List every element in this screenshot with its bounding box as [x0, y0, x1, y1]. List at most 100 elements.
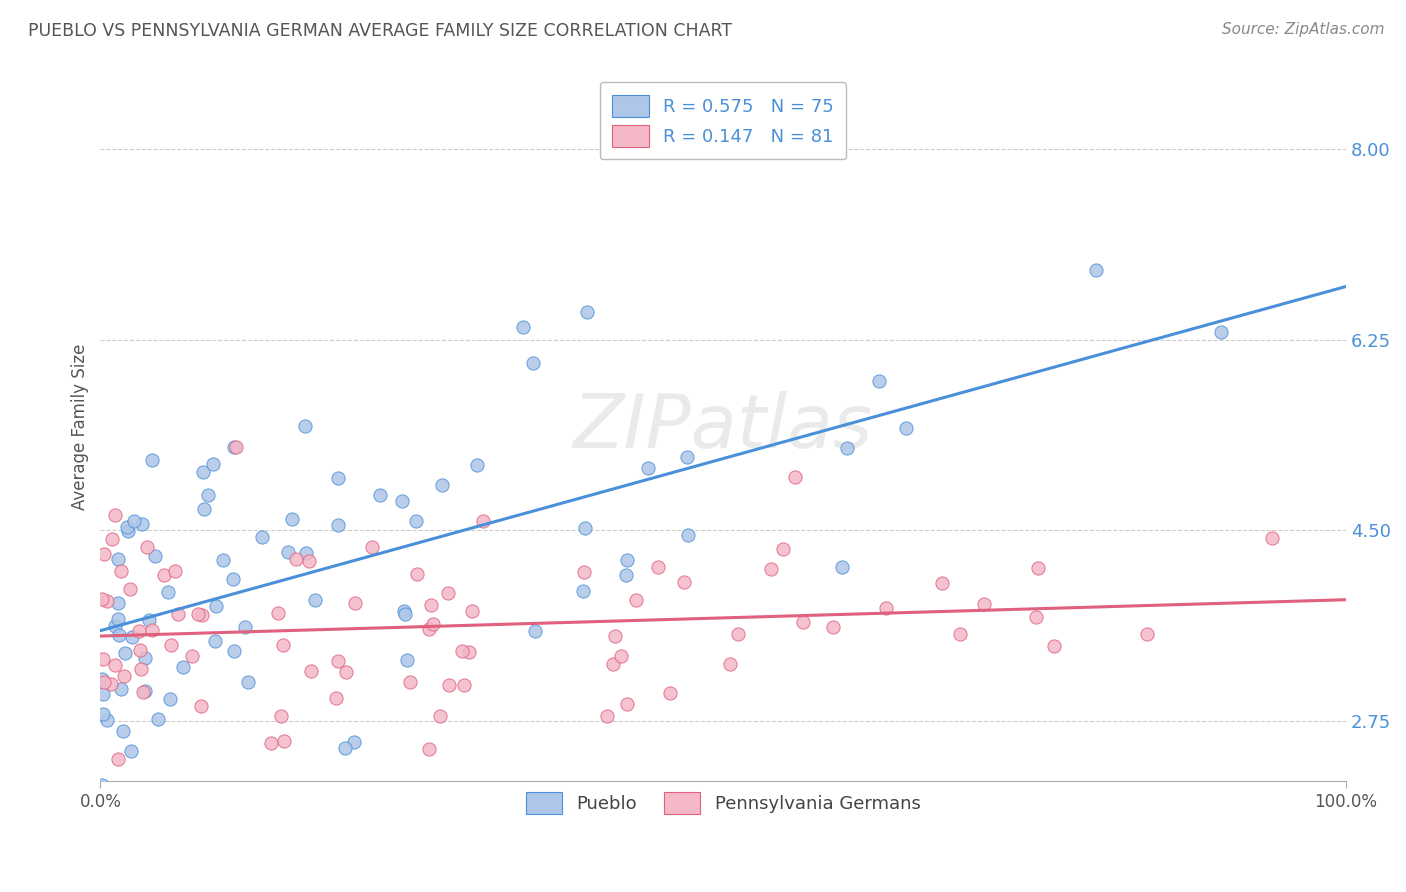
Point	[572, 584, 595, 599]
Point	[835, 442, 858, 456]
Point	[110, 564, 132, 578]
Point	[201, 457, 224, 471]
Point	[121, 630, 143, 644]
Point	[422, 617, 444, 632]
Legend: Pueblo, Pennsylvania Germans: Pueblo, Pennsylvania Germans	[515, 781, 931, 825]
Point	[134, 651, 156, 665]
Point	[420, 598, 443, 612]
Point	[574, 521, 596, 535]
Point	[328, 654, 350, 668]
Point	[328, 518, 350, 533]
Point	[117, 524, 139, 538]
Point	[236, 675, 259, 690]
Point	[718, 657, 741, 671]
Point	[465, 458, 488, 473]
Point	[101, 532, 124, 546]
Point	[163, 564, 186, 578]
Point	[110, 682, 132, 697]
Point	[1025, 610, 1047, 624]
Point	[132, 685, 155, 699]
Point	[128, 624, 150, 638]
Point	[595, 708, 617, 723]
Point	[225, 440, 247, 454]
Point	[107, 552, 129, 566]
Point	[172, 660, 194, 674]
Point	[233, 620, 256, 634]
Point	[304, 593, 326, 607]
Point	[93, 675, 115, 690]
Point	[875, 601, 897, 615]
Point	[224, 644, 246, 658]
Point	[298, 554, 321, 568]
Point	[90, 672, 112, 686]
Point	[675, 450, 697, 464]
Point	[370, 488, 392, 502]
Point	[772, 542, 794, 557]
Text: PUEBLO VS PENNSYLVANIA GERMAN AVERAGE FAMILY SIZE CORRELATION CHART: PUEBLO VS PENNSYLVANIA GERMAN AVERAGE FA…	[28, 22, 733, 40]
Point	[783, 470, 806, 484]
Point	[432, 478, 454, 492]
Point	[115, 520, 138, 534]
Point	[96, 713, 118, 727]
Point	[294, 546, 316, 560]
Point	[112, 669, 135, 683]
Point	[294, 418, 316, 433]
Point	[91, 687, 114, 701]
Y-axis label: Average Family Size: Average Family Size	[72, 343, 89, 510]
Point	[394, 607, 416, 621]
Point	[159, 691, 181, 706]
Point	[124, 514, 146, 528]
Point	[270, 708, 292, 723]
Point	[831, 560, 853, 574]
Point	[395, 653, 418, 667]
Point	[136, 541, 159, 555]
Point	[949, 626, 972, 640]
Point	[157, 585, 180, 599]
Point	[326, 471, 349, 485]
Point	[973, 598, 995, 612]
Point	[190, 699, 212, 714]
Point	[1026, 561, 1049, 575]
Point	[610, 648, 633, 663]
Point	[131, 662, 153, 676]
Point	[108, 628, 131, 642]
Text: Source: ZipAtlas.com: Source: ZipAtlas.com	[1222, 22, 1385, 37]
Point	[637, 461, 659, 475]
Point	[457, 645, 479, 659]
Point	[759, 562, 782, 576]
Point	[676, 528, 699, 542]
Point	[93, 547, 115, 561]
Point	[134, 684, 156, 698]
Point	[260, 736, 283, 750]
Point	[120, 744, 142, 758]
Point	[100, 677, 122, 691]
Point	[187, 607, 209, 621]
Point	[392, 604, 415, 618]
Point	[471, 514, 494, 528]
Point	[1085, 263, 1108, 277]
Point	[868, 374, 890, 388]
Point	[418, 622, 440, 636]
Point	[823, 620, 845, 634]
Point	[96, 593, 118, 607]
Point	[204, 633, 226, 648]
Point	[252, 530, 274, 544]
Point	[193, 501, 215, 516]
Point	[325, 690, 347, 705]
Point	[145, 549, 167, 564]
Point	[453, 678, 475, 692]
Point	[333, 741, 356, 756]
Point	[523, 624, 546, 639]
Point	[1136, 626, 1159, 640]
Point	[104, 658, 127, 673]
Point	[267, 606, 290, 620]
Point	[211, 553, 233, 567]
Point	[343, 735, 366, 749]
Point	[281, 512, 304, 526]
Point	[896, 420, 918, 434]
Point	[572, 566, 595, 580]
Point	[191, 466, 214, 480]
Point	[512, 320, 534, 334]
Point	[360, 540, 382, 554]
Point	[659, 686, 682, 700]
